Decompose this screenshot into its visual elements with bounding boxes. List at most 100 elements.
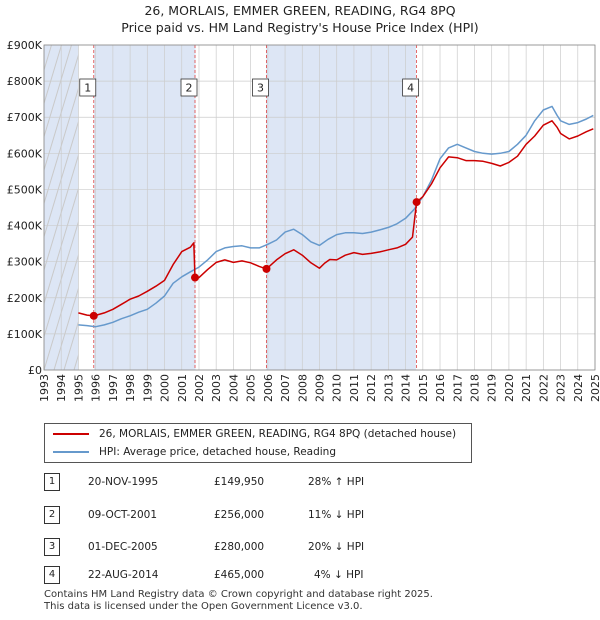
row-number-badge: 2 (44, 506, 60, 524)
hatch-line (44, 220, 79, 339)
hatch-line (434, 45, 532, 370)
hatch-line (44, 53, 79, 172)
x-tick-label: 2018 (468, 374, 481, 402)
hatch-line (44, 253, 79, 370)
x-tick-label: 1996 (90, 374, 103, 402)
x-tick-label: 2016 (434, 374, 447, 402)
property-price-line (78, 120, 594, 317)
price-chart: 1 2 3 4 £0 £100K £200K £300K £400K £500K £600K £700… (0, 39, 600, 402)
x-tick-label: 1993 (38, 374, 51, 402)
sale-date: 22-AUG-2014 (88, 569, 159, 581)
sale-price: £149,950 (214, 476, 265, 488)
sale-number-label: 3 (257, 82, 264, 95)
x-tick-label: 2020 (503, 374, 516, 402)
x-tick-label: 2013 (382, 374, 395, 402)
sale-number-box (79, 78, 97, 97)
footer-license: This data is licensed under the Open Gov… (44, 601, 363, 612)
x-tick-label: 2014 (400, 374, 413, 402)
x-tick-label: 2003 (210, 374, 223, 402)
hatch-line (0, 45, 42, 370)
legend-hpi-label: HPI: Average price, detached house, Read… (99, 446, 336, 458)
sale-number-box (252, 78, 269, 97)
footer: Contains HM Land Registry data © Crown c… (44, 589, 433, 613)
hpi-change: 11% ↓ HPI (308, 509, 365, 521)
x-tick-label: 2000 (159, 374, 172, 402)
hatch-line (0, 45, 12, 370)
shaded-period (93, 45, 196, 370)
y-tick-label: £400K (7, 220, 43, 233)
hpi-change: 28% ↑ HPI (308, 476, 365, 488)
sale-number-label: 4 (407, 82, 414, 95)
sale-price: £465,000 (214, 569, 265, 581)
sale-price: £256,000 (214, 509, 265, 521)
pre-data-hatch (0, 45, 532, 370)
x-tick-label: 2008 (296, 374, 309, 402)
hatch-line (0, 45, 22, 370)
plot-frame (43, 44, 596, 371)
y-tick-label: £600K (7, 147, 43, 160)
x-tick-label: 2024 (572, 374, 585, 402)
y-tick-label: £800K (7, 75, 43, 88)
hpi-line (78, 105, 594, 328)
legend-item-property: 26, MORLAIS, EMMER GREEN, READING, RG4 8… (53, 426, 456, 442)
x-tick-label: 2015 (417, 374, 430, 402)
row-number-badge: 1 (44, 473, 60, 491)
hatch-line (44, 86, 79, 206)
sale-point (191, 273, 200, 282)
x-tick-label: 1998 (124, 374, 137, 402)
y-tick-label: £500K (7, 183, 43, 196)
hatch-line (44, 153, 79, 272)
chart-title: 26, MORLAIS, EMMER GREEN, READING, RG4 8… (144, 3, 456, 18)
x-tick-label: 1995 (72, 374, 85, 402)
hpi-line-swatch (53, 451, 89, 453)
y-tick-label: £200K (7, 292, 43, 305)
x-tick-label: 2005 (245, 374, 258, 402)
sale-number-box (402, 78, 420, 97)
hpi-change: 4% ↓ HPI (314, 569, 364, 581)
sale-number-box (180, 78, 198, 97)
hatch-line (44, 120, 79, 239)
x-tick-label: 2011 (348, 374, 361, 402)
hatch-line (0, 45, 32, 370)
hatch-line (44, 186, 79, 306)
chart-subtitle: Price paid vs. HM Land Registry's House … (121, 20, 479, 35)
y-tick-label: £300K (7, 256, 43, 269)
hatch-line (53, 286, 79, 370)
y-tick-label: £100K (7, 328, 43, 341)
sale-point (262, 264, 271, 273)
hatch-line (414, 45, 512, 370)
x-tick-label: 2012 (365, 374, 378, 402)
row-number-badge: 4 (44, 566, 60, 584)
x-tick-label: 2019 (486, 374, 499, 402)
sale-date: 09-OCT-2001 (88, 509, 157, 521)
hatch-line (44, 45, 72, 139)
hatch-line (424, 45, 522, 370)
legend: 26, MORLAIS, EMMER GREEN, READING, RG4 8… (44, 423, 472, 463)
hpi-change: 20% ↓ HPI (308, 541, 365, 553)
hatch-line (0, 45, 2, 370)
x-tick-label: 2004 (227, 374, 240, 402)
legend-item-hpi: HPI: Average price, detached house, Read… (53, 444, 336, 460)
y-tick-label: £900K (7, 39, 43, 52)
x-tick-label: 2025 (589, 374, 600, 402)
x-tick-label: 2002 (193, 374, 206, 402)
sale-date: 01-DEC-2005 (88, 541, 158, 553)
x-tick-label: 2017 (451, 374, 464, 402)
x-tick-label: 2001 (176, 374, 189, 402)
x-tick-label: 1994 (55, 374, 68, 402)
x-tick-label: 2023 (555, 374, 568, 402)
footer-copyright: Contains HM Land Registry data © Crown c… (44, 589, 433, 600)
legend-property-label: 26, MORLAIS, EMMER GREEN, READING, RG4 8… (99, 428, 457, 440)
sale-price: £280,000 (214, 541, 265, 553)
sale-number-label: 2 (186, 82, 193, 95)
sale-point (89, 311, 98, 320)
sale-date: 20-NOV-1995 (88, 476, 159, 488)
x-tick-label: 2022 (537, 374, 550, 402)
y-tick-label: £700K (7, 111, 43, 124)
x-tick-label: 2006 (262, 374, 275, 402)
x-tick-label: 1999 (141, 374, 154, 402)
shaded-period (266, 45, 416, 370)
x-tick-label: 2010 (331, 374, 344, 402)
x-tick-label: 2009 (314, 374, 327, 402)
x-tick-label: 1997 (107, 374, 120, 402)
